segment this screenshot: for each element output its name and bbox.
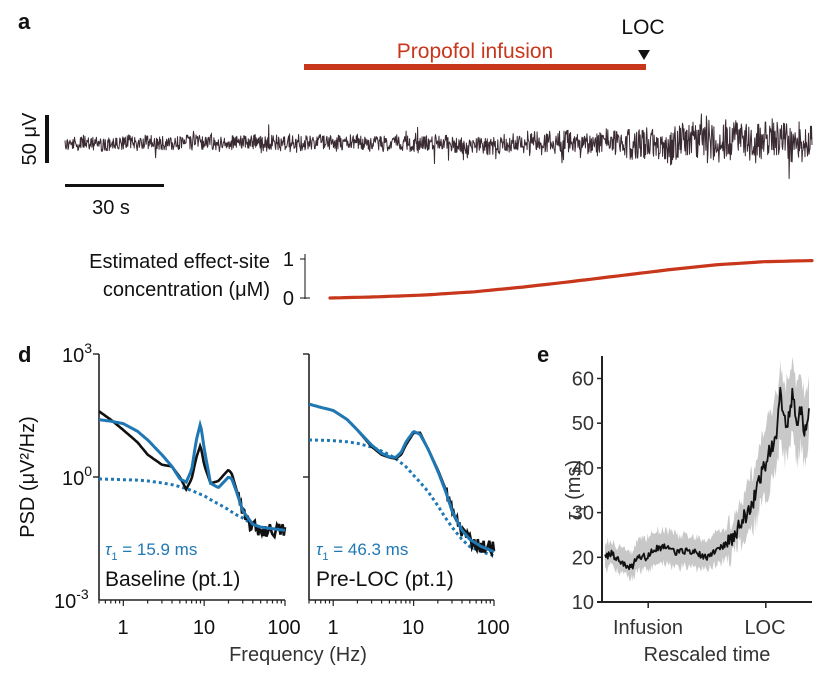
time-scale-label: 30 s	[92, 197, 130, 219]
panel-letter-a: a	[18, 9, 31, 34]
psd-right-xtick-10: 10	[402, 617, 424, 639]
psd-left-xtick-1: 1	[117, 617, 128, 639]
concentration-label-line2: concentration (μM)	[103, 279, 270, 301]
panel-d: d PSD (μV²/Hz) 103 100 10-3 τ1 = 15.9 ms…	[17, 340, 510, 666]
psd-right-condition-label: Pre-LOC (pt.1)	[316, 568, 454, 591]
psd-right-psd-full-fit-line	[308, 402, 495, 554]
tau-ytick-label-10: 10	[572, 592, 594, 614]
infusion-label: Propofol infusion	[397, 40, 553, 63]
tau-plot	[604, 356, 810, 582]
psd-left-psd-data-line	[98, 410, 287, 540]
voltage-scale-bar	[45, 115, 49, 163]
psd-left-axes	[93, 353, 286, 606]
psd-left-plot	[98, 410, 287, 540]
psd-left-tau-annotation: τ1 = 15.9 ms	[105, 540, 197, 563]
psd-left-condition-label: Baseline (pt.1)	[105, 568, 240, 591]
tau-ytick-label-40: 40	[572, 458, 594, 480]
time-scale-bar	[65, 184, 164, 187]
infusion-bar	[304, 64, 646, 70]
psd-left-psd-aperiodic-fit-line	[99, 477, 286, 532]
psd-ytick-1e0: 100	[62, 463, 92, 490]
psd-ytick-1e-3: 10-3	[54, 586, 89, 613]
psd-right-tau-annotation: τ1 = 46.3 ms	[316, 540, 408, 563]
concentration-tick-label-0: 0	[283, 288, 294, 310]
panel-letter-d: d	[18, 342, 31, 367]
psd-left-psd-full-fit-line	[98, 418, 286, 532]
psd-right-plot	[308, 402, 496, 559]
psd-left-xtick-100: 100	[267, 617, 300, 639]
loc-label: LOC	[621, 16, 664, 39]
tau-xtick-infusion: Infusion	[613, 617, 683, 639]
psd-ylabel: PSD (μV²/Hz)	[17, 416, 39, 538]
psd-xlabel: Frequency (Hz)	[229, 644, 367, 666]
tau-ytick-label-30: 30	[572, 503, 594, 525]
panel-e: e 60 50 40 30 20 10 τ1 (ms) Infusion LOC Resc…	[537, 342, 812, 666]
tau-confidence-band	[605, 356, 809, 582]
psd-ytick-1e3: 103	[62, 340, 92, 367]
psd-right-psd-data-line	[308, 402, 496, 559]
tau-ytick-label-20: 20	[572, 547, 594, 569]
psd-right-xtick-100: 100	[476, 617, 509, 639]
panel-letter-e: e	[537, 342, 549, 367]
tau-ylabel: τ1 (ms)	[563, 460, 588, 520]
voltage-scale-label: 50 μV	[19, 112, 41, 165]
psd-right-psd-aperiodic-fit-line	[309, 438, 495, 558]
loc-marker-triangle-icon	[638, 50, 650, 60]
tau-xlabel: Rescaled time	[644, 644, 771, 666]
tau-axes: 60 50 40 30 20 10	[572, 356, 812, 614]
psd-left-xtick-10: 10	[193, 617, 215, 639]
psd-right-xtick-1: 1	[327, 617, 338, 639]
psd-right-axes	[303, 353, 495, 606]
tau-mean-line	[604, 386, 810, 571]
tau-ytick-label-50: 50	[572, 413, 594, 435]
panel-a: a Propofol infusion LOC 50 μV 30 s Estim…	[18, 9, 814, 310]
concentration-label-line1: Estimated effect-site	[89, 251, 270, 273]
concentration-tick-label-1: 1	[283, 249, 294, 271]
concentration-curve	[328, 259, 814, 300]
eeg-trace	[64, 113, 813, 179]
tau-xtick-loc: LOC	[744, 617, 785, 639]
tau-ytick-label-60: 60	[572, 369, 594, 391]
